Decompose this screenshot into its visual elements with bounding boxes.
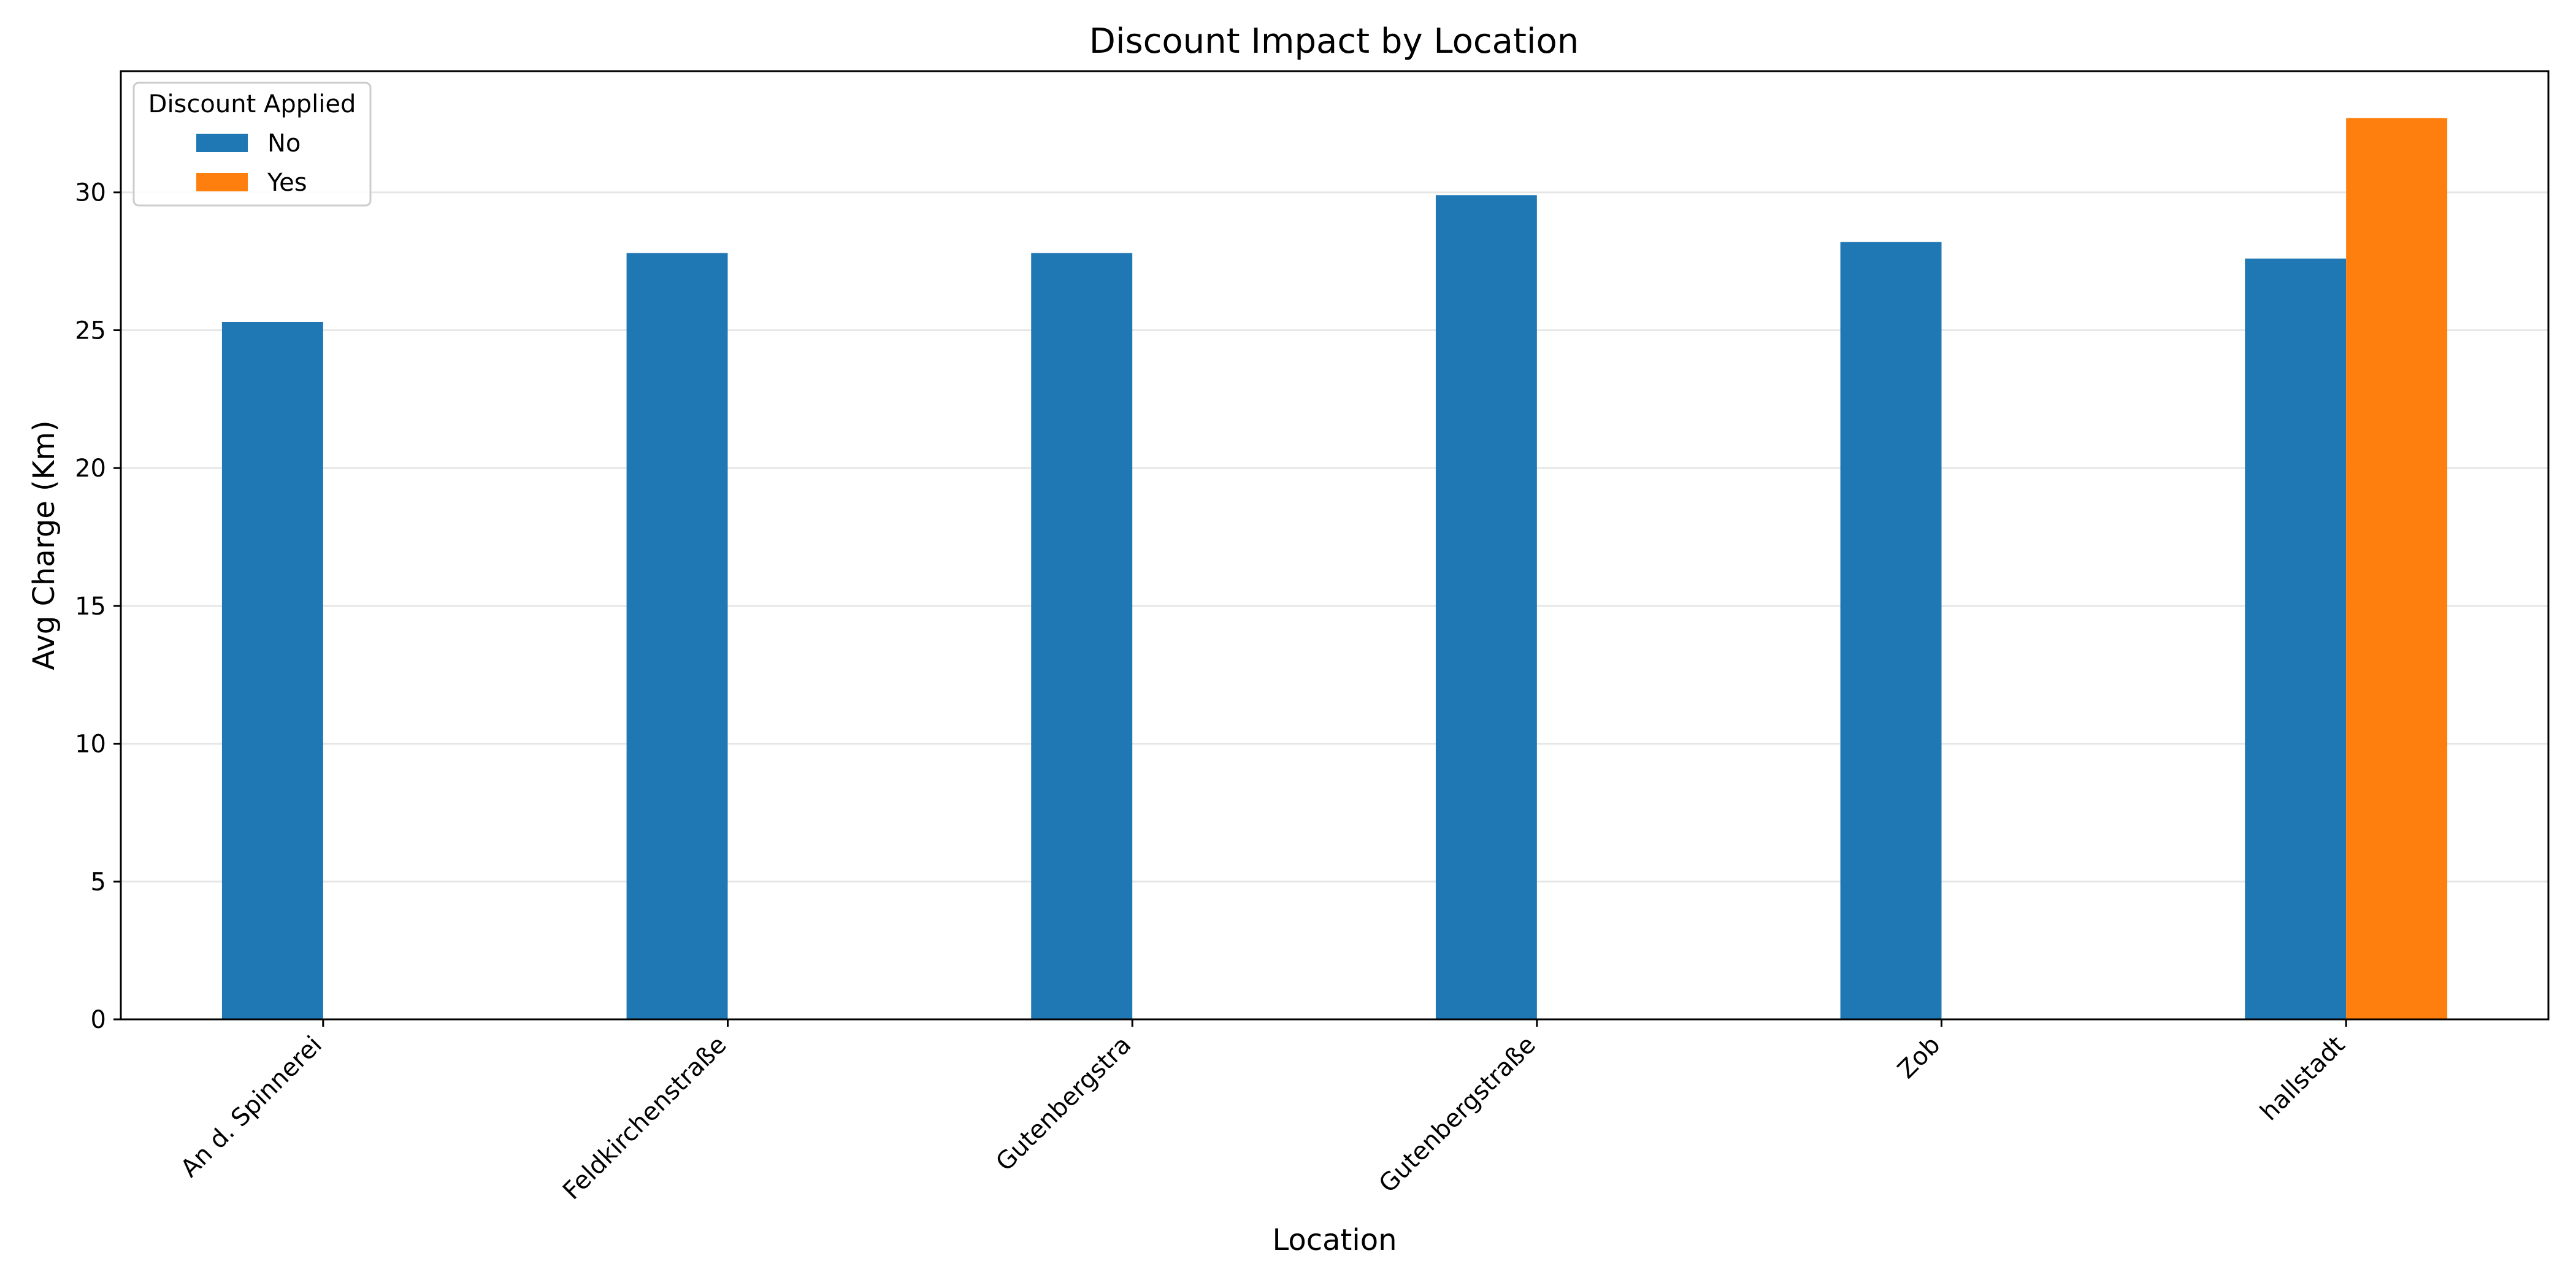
x-tick-label: Feldkirchenstraße: [558, 1031, 732, 1206]
legend-label-yes: Yes: [267, 169, 307, 197]
bar-no-2: [1031, 253, 1133, 1020]
bar-no-4: [1840, 242, 1942, 1019]
legend-title: Discount Applied: [148, 90, 356, 118]
x-tick-label: Gutenbergstra: [991, 1031, 1137, 1177]
bars: [221, 118, 2448, 1020]
legend-swatch-no: [196, 134, 248, 152]
y-tick-label: 10: [75, 730, 106, 759]
y-tick-label: 20: [75, 454, 106, 483]
legend-swatch-yes: [196, 173, 248, 191]
x-tick-label: An d. Spinnerei: [175, 1031, 328, 1183]
y-tick-label: 0: [91, 1006, 106, 1034]
y-axis-ticks: 0 5 10 15 20 25 30: [75, 179, 121, 1034]
x-axis-label: Location: [1272, 1223, 1397, 1257]
legend-box: [132, 82, 372, 207]
plot-frame: [120, 70, 2550, 1021]
x-tick-label: Gutenbergstraße: [1374, 1031, 1541, 1198]
x-axis-ticks: An d. Spinnerei Feldkirchenstraße Gutenber…: [175, 1019, 2350, 1205]
grid-lines: [121, 191, 2548, 883]
bar-no-0: [221, 321, 323, 1019]
y-tick-label: 30: [75, 179, 106, 207]
bar-no-3: [1435, 195, 1537, 1019]
y-tick-label: 25: [75, 316, 106, 345]
bar-no-5: [2245, 258, 2347, 1020]
legend: Discount Applied No Yes: [132, 82, 372, 207]
bar-yes-5: [2346, 118, 2448, 1020]
bar-no-1: [626, 253, 728, 1020]
x-tick-label: hallstadt: [2255, 1031, 2351, 1127]
chart-title: Discount Impact by Location: [1089, 21, 1579, 61]
y-axis-label: Avg Charge (Km): [27, 420, 61, 670]
y-tick-label: 5: [91, 868, 106, 896]
y-tick-label: 15: [75, 592, 106, 621]
x-tick-label: Zob: [1892, 1031, 1945, 1084]
legend-label-no: No: [267, 129, 301, 158]
